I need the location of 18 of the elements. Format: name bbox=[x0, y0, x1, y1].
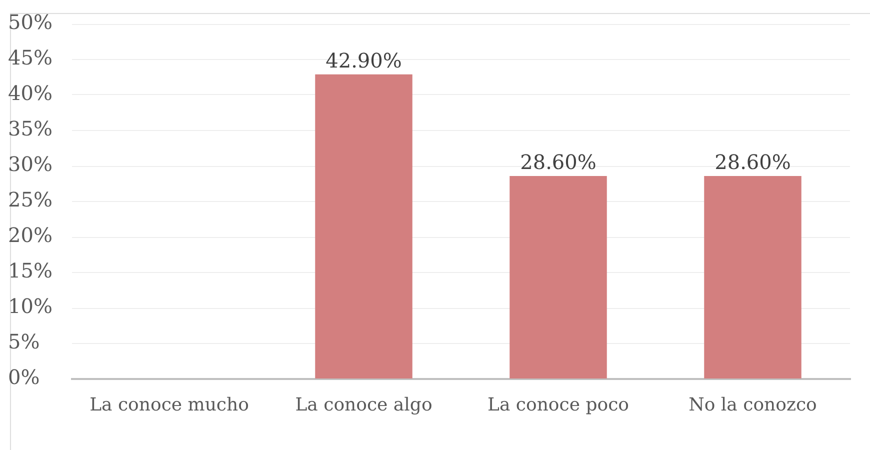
data-label: 42.90% bbox=[326, 48, 402, 73]
y-tick-label: 35% bbox=[8, 116, 52, 141]
y-tick-label: 45% bbox=[8, 46, 52, 70]
y-tick-label: 0% bbox=[8, 365, 40, 390]
y-tick-label: 10% bbox=[8, 294, 52, 318]
y-tick-label: 40% bbox=[8, 81, 52, 106]
y-tick-label: 5% bbox=[8, 330, 40, 354]
data-label: 28.60% bbox=[714, 150, 791, 174]
y-tick-label: 25% bbox=[8, 188, 52, 212]
x-tick-label: La conoce mucho bbox=[90, 394, 249, 416]
x-tick-label: La conoce algo bbox=[295, 394, 432, 416]
y-tick-label: 15% bbox=[8, 258, 52, 283]
y-tick-label: 20% bbox=[8, 223, 52, 248]
x-tick-label: No la conozco bbox=[688, 394, 817, 416]
x-tick-label: La conoce poco bbox=[488, 394, 629, 416]
y-tick-label: 50% bbox=[8, 10, 52, 34]
y-tick-label: 30% bbox=[8, 152, 52, 176]
data-label: 28.60% bbox=[520, 150, 596, 174]
